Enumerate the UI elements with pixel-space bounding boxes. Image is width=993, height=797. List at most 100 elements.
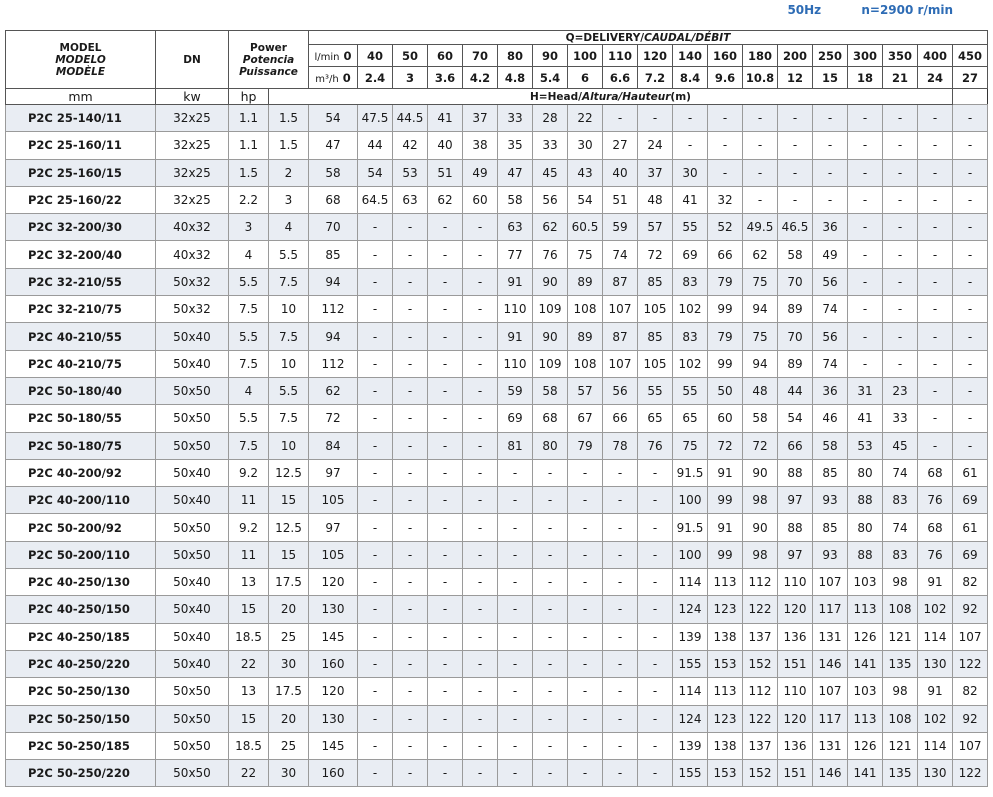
head-shutoff: 130 (308, 704, 358, 733)
head-value: - (951, 295, 989, 324)
head-value: 107 (951, 622, 989, 651)
head-value: 68 (532, 404, 568, 433)
unit-mm: mm (5, 88, 156, 105)
head-value: - (462, 704, 498, 733)
head-value: - (427, 458, 463, 488)
power-hp: 20 (268, 704, 309, 733)
head-value: - (462, 376, 498, 406)
head-value: - (392, 595, 428, 624)
table-row: P2C 50-250/185 50x50 18.5 25 145- - - - - - - - -139… (5, 731, 989, 761)
head-value: - (882, 267, 918, 297)
head-value: 153 (707, 649, 743, 679)
head-value: - (462, 540, 498, 570)
head-value: 60 (707, 404, 743, 433)
head-value: 56 (602, 376, 638, 406)
head-value: 100 (672, 486, 708, 515)
head-value: - (602, 513, 638, 542)
head-value: 89 (777, 295, 813, 324)
head-value: - (392, 295, 428, 324)
power-kw: 22 (228, 759, 269, 788)
head-value: - (462, 295, 498, 324)
head-value: - (357, 486, 393, 515)
head-value: - (567, 595, 603, 624)
head-value: 75 (742, 267, 778, 297)
head-value: - (567, 649, 603, 679)
head-value: 91.5 (672, 513, 708, 542)
head-value: 121 (882, 622, 918, 651)
head-value: 91 (917, 677, 953, 706)
head-value: 91.5 (672, 458, 708, 488)
head-value: 72 (707, 431, 743, 460)
power-hp: 3 (268, 185, 309, 215)
head-value: 85 (637, 267, 673, 297)
head-value: - (847, 213, 883, 242)
head-value: 108 (882, 704, 918, 733)
head-value: 30 (672, 158, 708, 187)
head-value: 49 (462, 158, 498, 187)
head-value: - (637, 540, 673, 570)
head-value: - (357, 677, 393, 706)
head-value: - (951, 240, 989, 269)
power-hp: 15 (268, 486, 309, 515)
head-value: 48 (637, 185, 673, 215)
table-row: P2C 32-200/40 40x32 4 5.5 85- - - -77 76 75 74 72 69… (5, 240, 989, 269)
table-row: P2C 40-200/110 50x40 11 15 105- - - - - - - - -100 99… (5, 486, 989, 515)
head-value: 56 (812, 267, 848, 297)
dn: 50x40 (155, 595, 229, 624)
head-value: - (392, 649, 428, 679)
power-kw: 5.5 (228, 404, 269, 433)
flow-lmin: 80 (497, 44, 533, 67)
head-value: 151 (777, 759, 813, 788)
head-value: - (427, 759, 463, 788)
head-value: 56 (812, 322, 848, 351)
head-value: 65 (637, 404, 673, 433)
head-value: - (637, 595, 673, 624)
head-value: - (392, 376, 428, 406)
head-value: 47 (497, 158, 533, 187)
head-value: 75 (672, 431, 708, 460)
power-hp: 10 (268, 349, 309, 378)
table-row: P2C 50-250/130 50x50 13 17.5 120- - - - - - - - -114… (5, 677, 989, 706)
power-hp: 1.5 (268, 103, 309, 133)
table-row: P2C 40-250/130 50x40 13 17.5 120- - - - - - - - -114… (5, 568, 989, 597)
head-value: - (917, 213, 953, 242)
model-header-fr: MODÈLE (55, 65, 106, 78)
head-value: 66 (777, 431, 813, 460)
model-header-es: MODELO (55, 53, 106, 66)
head-value: - (672, 103, 708, 133)
head-value: - (392, 458, 428, 488)
head-value: 102 (917, 704, 953, 733)
flow-m3h: 12 (777, 66, 813, 89)
head-value: 68 (917, 513, 953, 542)
head-value: 152 (742, 759, 778, 788)
power-header-en: Power (250, 41, 287, 54)
head-value: - (917, 185, 953, 215)
head-value: 138 (707, 622, 743, 651)
head-value: 60 (462, 185, 498, 215)
head-value: - (917, 267, 953, 297)
head-value: 139 (672, 622, 708, 651)
head-value: - (951, 213, 989, 242)
power-kw: 1.5 (228, 158, 269, 187)
power-kw: 7.5 (228, 349, 269, 378)
head-value: - (392, 349, 428, 378)
head-value: - (427, 704, 463, 733)
head-value: 87 (602, 267, 638, 297)
head-value: 137 (742, 731, 778, 761)
head-value: - (462, 622, 498, 651)
head-value: - (917, 295, 953, 324)
head-value: 141 (847, 649, 883, 679)
head-value: 82 (951, 677, 989, 706)
head-value: 31 (847, 376, 883, 406)
flow-lmin: 60 (427, 44, 463, 67)
head-value: - (532, 595, 568, 624)
head-value: 76 (917, 540, 953, 570)
model: P2C 50-200/110 (5, 540, 156, 570)
head-value: 99 (707, 486, 743, 515)
table-row: P2C 40-250/185 50x40 18.5 25 145- - - - - - - - -139… (5, 622, 989, 651)
head-value: - (357, 404, 393, 433)
head-value: 137 (742, 622, 778, 651)
head-value: 22 (567, 103, 603, 133)
dn: 50x32 (155, 295, 229, 324)
